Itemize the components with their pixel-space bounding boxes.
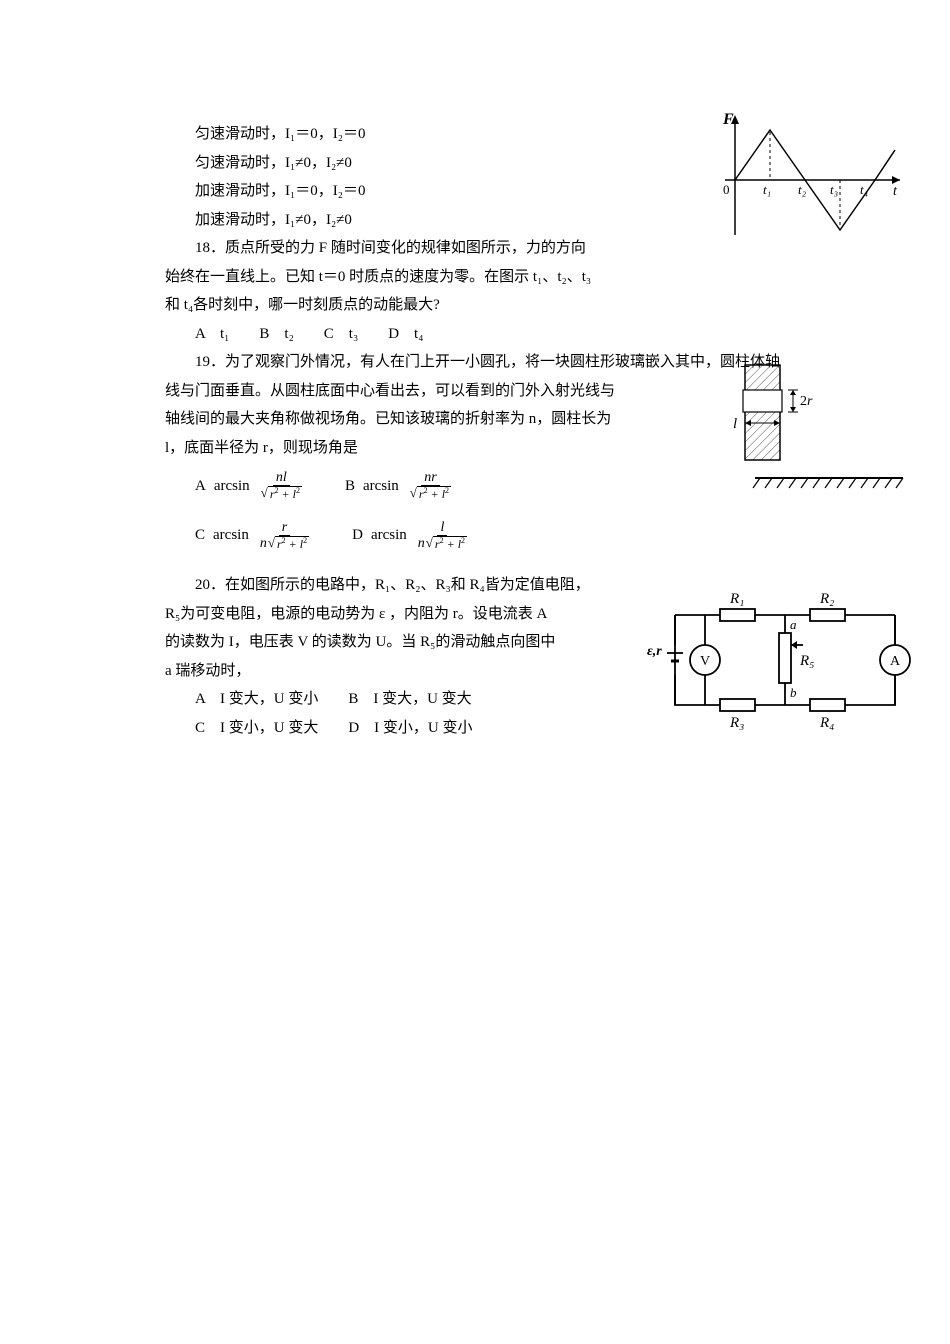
svg-text:F: F <box>722 111 734 128</box>
svg-text:R₄: R₄ <box>819 715 834 730</box>
q19-option-b: B arcsin nr √r2 + l2 <box>345 470 454 502</box>
q18-line3: 和 t₄各时刻中，哪一时刻质点的动能最大? <box>165 291 850 320</box>
q18-options: A t₁ B t₂ C t₃ D t₄ <box>165 320 850 349</box>
svg-text:l: l <box>733 416 737 432</box>
svg-text:t₂: t₂ <box>798 182 807 197</box>
svg-text:b: b <box>790 685 797 700</box>
document-content: 匀速滑动时，I₁＝0，I₂＝0 匀速滑动时，I₁≠0，I₂≠0 加速滑动时，I₁… <box>165 120 850 742</box>
q19-option-a: A arcsin nl √r2 + l2 <box>195 470 305 502</box>
figure-q19: 2r l <box>725 360 905 511</box>
q19-diagram: 2r l <box>725 360 905 500</box>
svg-text:t₁: t₁ <box>763 182 771 197</box>
svg-text:R₂: R₂ <box>819 591 834 607</box>
svg-text:t: t <box>893 184 898 199</box>
q20-circuit: R₁ R₂ R₃ R₄ R₅ a b V A ε,r <box>645 575 920 730</box>
q18-line2: 始终在一直线上。已知 t＝0 时质点的速度为零。在图示 t₁、t₂、t₃ <box>165 263 850 292</box>
svg-text:R₁: R₁ <box>729 591 744 607</box>
svg-text:t₃: t₃ <box>830 182 838 197</box>
svg-text:2r: 2r <box>800 394 813 409</box>
svg-text:0: 0 <box>723 182 730 197</box>
svg-text:V: V <box>700 654 710 669</box>
svg-text:R₃: R₃ <box>729 715 744 730</box>
q19-formulas-row2: C arcsin r n√r2 + l2 D arcsin l n√r2 + l… <box>195 520 850 552</box>
svg-text:t₄: t₄ <box>860 182 869 197</box>
svg-text:a: a <box>790 617 797 632</box>
q19-option-d: D arcsin l n√r2 + l2 <box>352 520 470 552</box>
figure-q20: R₁ R₂ R₃ R₄ R₅ a b V A ε,r <box>645 575 920 741</box>
svg-text:R₅: R₅ <box>799 653 814 669</box>
svg-text:A: A <box>890 654 901 669</box>
q18-graph: F t 0 t₁ t₂ t₃ t₄ <box>705 110 905 240</box>
q19-option-c: C arcsin r n√r2 + l2 <box>195 520 312 552</box>
figure-q18: F t 0 t₁ t₂ t₃ t₄ <box>705 110 905 251</box>
svg-text:ε,r: ε,r <box>647 644 662 659</box>
